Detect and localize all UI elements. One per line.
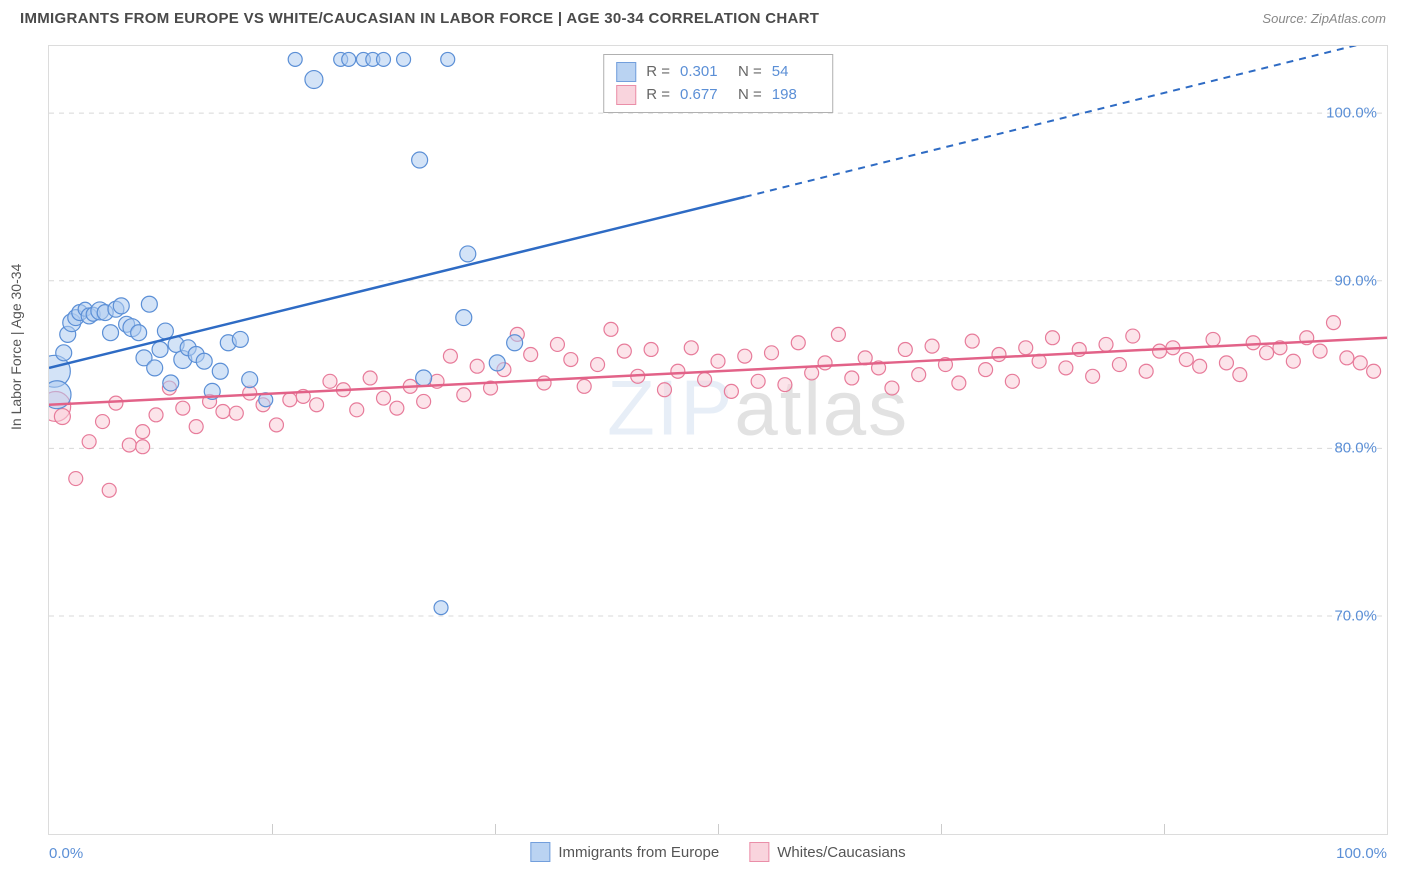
legend-swatch-blue: [616, 62, 636, 82]
x-minor-tick: [1164, 824, 1165, 834]
chart-area: ZIPatlas R =0.301 N =54 R =0.677 N =198 …: [48, 45, 1388, 835]
scatter-plot: [49, 46, 1387, 834]
x-tick-label: 100.0%: [1336, 845, 1387, 862]
y-tick-label: 100.0%: [1326, 105, 1377, 122]
series-legend: Immigrants from Europe Whites/Caucasians: [530, 842, 905, 862]
y-tick-label: 70.0%: [1334, 608, 1377, 625]
x-minor-tick: [941, 824, 942, 834]
x-tick-label: 0.0%: [49, 845, 83, 862]
legend-swatch-pink: [616, 85, 636, 105]
legend-row-blue: R =0.301 N =54: [616, 61, 820, 84]
x-minor-tick: [495, 824, 496, 834]
chart-title: IMMIGRANTS FROM EUROPE VS WHITE/CAUCASIA…: [20, 10, 819, 27]
legend-swatch-icon: [530, 842, 550, 862]
y-axis-label: In Labor Force | Age 30-34: [8, 264, 24, 430]
correlation-legend: R =0.301 N =54 R =0.677 N =198: [603, 54, 833, 113]
y-tick-label: 80.0%: [1334, 440, 1377, 457]
legend-item-blue: Immigrants from Europe: [530, 842, 719, 862]
source-attribution: Source: ZipAtlas.com: [1262, 11, 1386, 26]
x-minor-tick: [272, 824, 273, 834]
legend-row-pink: R =0.677 N =198: [616, 84, 820, 107]
legend-swatch-icon: [749, 842, 769, 862]
x-minor-tick: [718, 824, 719, 834]
legend-item-pink: Whites/Caucasians: [749, 842, 905, 862]
y-tick-label: 90.0%: [1334, 272, 1377, 289]
